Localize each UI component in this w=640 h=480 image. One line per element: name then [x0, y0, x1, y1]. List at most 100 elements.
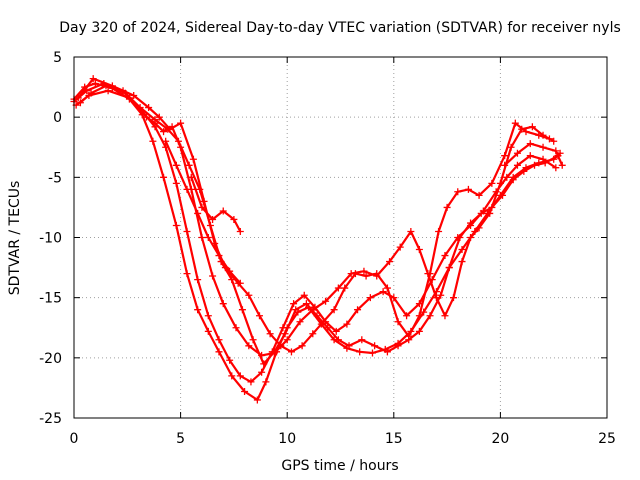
data-point	[345, 342, 353, 350]
data-point	[204, 327, 212, 335]
data-point	[396, 243, 404, 251]
data-point	[249, 336, 257, 344]
data-point	[183, 185, 191, 193]
y-tick-label: -15	[39, 291, 62, 307]
data-point	[104, 87, 112, 95]
data-point	[142, 113, 150, 121]
data-point	[403, 312, 411, 320]
series-2	[76, 82, 560, 386]
data-point	[507, 143, 515, 151]
data-point	[204, 234, 212, 241]
data-point	[486, 209, 494, 217]
series-5	[70, 79, 562, 368]
data-point	[458, 246, 466, 254]
data-point	[445, 264, 453, 272]
data-point	[89, 75, 97, 83]
data-point	[426, 312, 434, 320]
data-point	[509, 176, 517, 184]
series-1	[70, 79, 564, 404]
data-point	[300, 291, 308, 299]
data-point	[371, 342, 379, 350]
data-point	[501, 161, 509, 169]
data-point	[496, 179, 504, 187]
data-point	[194, 209, 202, 217]
data-point	[513, 161, 521, 169]
y-tick-label: -5	[48, 170, 62, 186]
data-point	[513, 149, 521, 157]
data-point	[541, 159, 549, 167]
data-point	[366, 294, 374, 302]
chart-title: Day 320 of 2024, Sidereal Day-to-day VTE…	[59, 20, 621, 36]
data-point	[324, 324, 332, 332]
data-point	[332, 327, 340, 335]
data-point	[198, 234, 206, 241]
data-point	[467, 219, 475, 227]
y-tick-label: -25	[39, 411, 62, 427]
data-point	[266, 330, 274, 338]
data-point	[209, 272, 217, 280]
data-point	[270, 348, 278, 356]
grid	[74, 57, 607, 418]
data-point	[230, 215, 238, 223]
data-point	[196, 185, 204, 193]
data-point	[194, 306, 202, 314]
data-point	[232, 324, 240, 332]
data-point	[343, 320, 351, 328]
data-point	[183, 227, 191, 235]
data-point	[475, 191, 483, 199]
series-line	[72, 82, 562, 401]
data-point	[394, 342, 402, 350]
data-point	[501, 152, 509, 160]
axis-ticks: 0 5 10 15 20 25 5 0 -5 -10 -15 -20 -25	[39, 50, 616, 447]
data-point	[145, 104, 153, 112]
data-point	[426, 270, 434, 278]
data-point	[279, 324, 287, 332]
series-3	[72, 87, 558, 359]
data-point	[526, 140, 534, 148]
data-point	[206, 221, 214, 229]
data-point	[241, 388, 249, 396]
x-tick-label: 25	[598, 431, 616, 447]
data-point	[258, 368, 266, 376]
data-point	[443, 203, 451, 211]
data-point	[528, 123, 536, 131]
data-point	[130, 92, 138, 100]
data-point	[215, 336, 223, 344]
data-point	[162, 137, 170, 145]
data-point	[287, 348, 295, 356]
data-point	[172, 161, 180, 169]
data-point	[351, 270, 359, 278]
data-point	[160, 173, 168, 181]
series-line	[164, 140, 242, 285]
data-point	[503, 173, 511, 181]
y-tick-label: -10	[39, 231, 62, 247]
data-point	[550, 137, 558, 145]
series-line	[190, 176, 242, 233]
data-point	[373, 270, 381, 278]
data-point	[539, 143, 547, 151]
x-tick-label: 0	[70, 431, 79, 447]
data-point	[405, 336, 413, 344]
data-point	[219, 300, 227, 308]
data-point	[194, 276, 202, 284]
x-tick-label: 20	[491, 431, 509, 447]
data-point	[204, 312, 212, 320]
data-point	[183, 270, 191, 278]
y-tick-label: 0	[53, 110, 62, 126]
data-point	[467, 234, 475, 241]
data-point	[449, 294, 457, 302]
data-point	[164, 125, 172, 133]
data-point	[379, 288, 387, 296]
data-point	[226, 267, 234, 275]
series-line	[503, 142, 564, 167]
data-point	[236, 372, 244, 380]
x-tick-label: 10	[278, 431, 296, 447]
data-point	[260, 360, 268, 368]
data-point	[341, 284, 349, 292]
data-point	[475, 224, 483, 232]
data-point	[172, 179, 180, 187]
data-point	[520, 167, 528, 175]
data-point	[262, 378, 270, 386]
